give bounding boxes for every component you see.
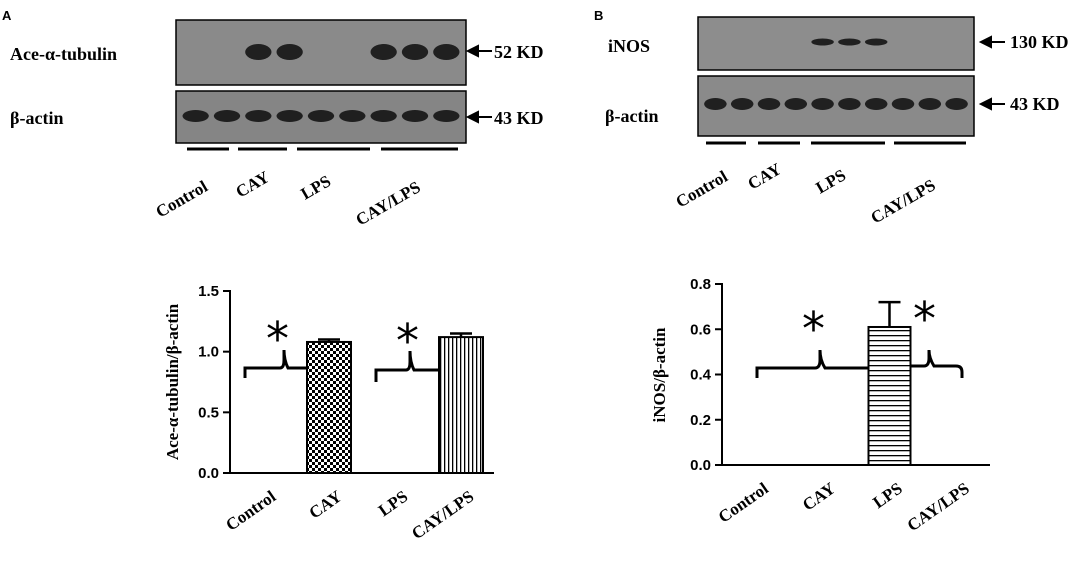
blot-band <box>838 98 861 110</box>
arrow-icon <box>465 44 492 58</box>
chart-a-y-tick-label: 1.0 <box>198 344 219 361</box>
chart-a-bar-cay <box>306 340 352 474</box>
blot-band <box>245 44 272 60</box>
chart-a: Ace-α-tubulin/β-actin * * 0.0 0.5 1.0 1.5 Co… <box>163 283 494 543</box>
blot-a-row-1-kd: 52 KD <box>494 42 544 62</box>
blot-band <box>276 110 303 122</box>
chart-b-bar-lps <box>867 325 912 466</box>
chart-a-bar-cay-lps <box>438 336 484 474</box>
blot-band <box>784 98 808 110</box>
chart-b-y-tick-label: 0.4 <box>690 367 712 384</box>
blot-band <box>182 110 209 122</box>
chart-b-significance-star-2: * <box>913 292 936 346</box>
blot-band <box>307 110 335 122</box>
blot-band <box>245 110 272 122</box>
blot-band <box>370 44 397 60</box>
chart-a-x-tick-label: CAY/LPS <box>408 487 477 543</box>
blot-b-group-label-cay: CAY <box>745 159 785 193</box>
panel-a-western-blot: Ace-α-tubulin β-actin 52 KD 43 KD Contro… <box>10 19 544 229</box>
blot-band <box>401 110 429 122</box>
blot-band <box>757 98 781 110</box>
blot-band <box>730 98 754 110</box>
blot-a-group-label-cay: CAY <box>233 167 273 201</box>
blot-b-row-1-kd: 130 KD <box>1010 32 1069 52</box>
blot-b-row-1-membrane <box>697 16 975 71</box>
chart-b: iNOS/β-actin * * 0.0 0.2 0.4 0.6 0.8 Control C… <box>650 276 990 535</box>
blot-b-group-label-lps: LPS <box>813 165 850 197</box>
blot-band <box>811 98 834 110</box>
blot-band <box>370 110 397 122</box>
blot-a-row-2-label: β-actin <box>10 108 63 128</box>
panel-a-letter: A <box>2 8 12 23</box>
blot-band <box>838 38 861 46</box>
chart-a-significance-star-2: * <box>396 314 419 368</box>
chart-a-x-tick-label: CAY <box>305 487 345 523</box>
chart-a-y-tick-label: 0.0 <box>198 465 219 482</box>
blot-a-row-2-kd: 43 KD <box>494 108 544 128</box>
blot-a-row-1-label: Ace-α-tubulin <box>10 44 117 64</box>
chart-b-y-tick-label: 0.8 <box>690 276 711 293</box>
chart-b-y-axis-title: iNOS/β-actin <box>650 327 669 422</box>
blot-b-row-1-label: iNOS <box>608 36 650 56</box>
blot-band <box>891 98 915 110</box>
blot-band <box>945 98 968 110</box>
chart-b-x-tick-label: CAY <box>799 479 839 515</box>
blot-band <box>433 110 460 122</box>
chart-b-y-tick-label: 0.2 <box>690 412 711 429</box>
blot-b-row-2-kd: 43 KD <box>1010 94 1060 114</box>
blot-band <box>433 44 460 60</box>
chart-a-x-tick-label: Control <box>222 487 279 535</box>
blot-b-group-label-cay-lps: CAY/LPS <box>868 175 939 227</box>
arrow-icon <box>978 35 1005 49</box>
blot-band <box>864 38 888 46</box>
blot-a-group-label-control: Control <box>153 177 212 222</box>
chart-a-y-tick-label: 1.5 <box>198 283 219 300</box>
chart-b-significance-star-1: * <box>802 302 825 356</box>
blot-band <box>213 110 241 122</box>
blot-band <box>704 98 727 110</box>
arrow-icon <box>465 110 492 124</box>
panel-b-western-blot: iNOS β-actin 130 KD 43 KD Control CAY LP… <box>605 16 1069 227</box>
blot-band <box>339 110 366 122</box>
chart-a-significance-star-1: * <box>266 312 289 366</box>
blot-b-group-label-control: Control <box>673 167 732 212</box>
blot-band <box>864 98 888 110</box>
chart-b-x-tick-label: Control <box>715 479 772 527</box>
chart-a-y-axis-title: Ace-α-tubulin/β-actin <box>163 303 182 460</box>
blot-a-group-label-lps: LPS <box>298 171 335 203</box>
blot-band <box>401 44 429 60</box>
chart-b-x-tick-label: LPS <box>869 479 905 512</box>
blot-band <box>918 98 942 110</box>
blot-band <box>811 38 834 46</box>
panel-b-letter: B <box>594 8 603 23</box>
blot-b-row-2-label: β-actin <box>605 106 658 126</box>
chart-a-y-tick-label: 0.5 <box>198 404 219 421</box>
blot-a-group-label-cay-lps: CAY/LPS <box>353 177 424 229</box>
chart-b-y-tick-label: 0.6 <box>690 321 711 338</box>
chart-a-x-tick-label: LPS <box>375 487 411 520</box>
chart-b-x-tick-label: CAY/LPS <box>904 479 973 535</box>
blot-band <box>276 44 303 60</box>
arrow-icon <box>978 97 1005 111</box>
chart-b-y-tick-label: 0.0 <box>690 457 711 474</box>
